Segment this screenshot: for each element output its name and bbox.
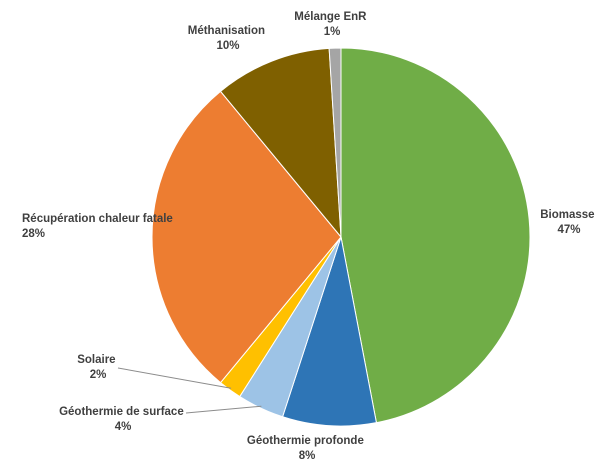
leader-line-geothermie-de-surface: [185, 405, 262, 414]
slice-recuperation-chaleur-fatale: [151, 90, 342, 384]
label-methanisation: Méthanisation 10%: [188, 25, 269, 52]
leader-lines: [117, 367, 262, 414]
label-geothermie-profonde: Géothermie profonde 8%: [247, 435, 367, 462]
label-solaire: Solaire 2%: [77, 354, 119, 381]
slice-biomasse: [340, 47, 531, 424]
slice-geothermie-profonde: [281, 236, 378, 427]
slice-methanisation: [219, 47, 342, 239]
label-geothermie-de-surface: Géothermie de surface 4%: [59, 406, 187, 433]
leader-line-solaire: [117, 367, 232, 389]
label-recuperation-chaleur-fatale: Récupération chaleur fatale 28%: [22, 213, 176, 240]
pie-slices: [151, 47, 531, 427]
slice-melange-enr: [328, 47, 342, 238]
label-biomasse: Biomasse 47%: [540, 209, 595, 236]
label-melange-enr: Mélange EnR 1%: [294, 11, 369, 38]
